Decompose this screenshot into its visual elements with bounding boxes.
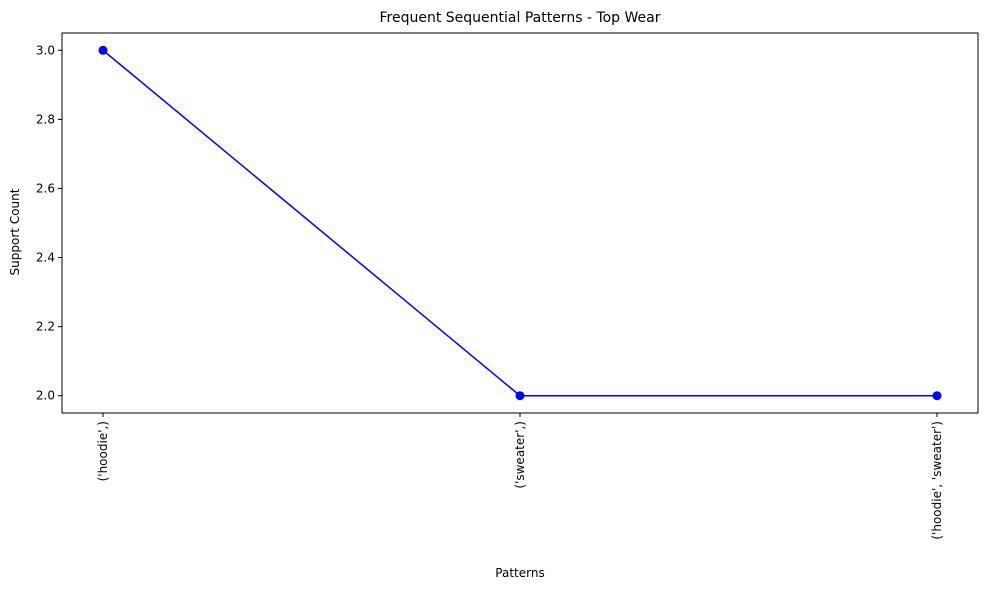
series-layer — [98, 45, 942, 401]
y-tick-label: 2.4 — [36, 251, 55, 265]
series-line — [102, 49, 937, 397]
y-tick-label: 2.6 — [36, 181, 55, 195]
y-tick-label: 3.0 — [36, 43, 55, 57]
plot-area-frame — [61, 32, 979, 414]
x-tick-label: ('sweater',) — [513, 421, 527, 489]
y-tick-label: 2.8 — [36, 112, 55, 126]
x-tick-label: ('hoodie', 'sweater') — [930, 421, 944, 540]
y-tick-label: 2.2 — [36, 320, 55, 334]
y-axis-ticks: 2.0 2.2 2.4 2.6 2.8 3.0 — [36, 43, 62, 403]
x-axis-title: Patterns — [495, 566, 544, 580]
chart-title: Frequent Sequential Patterns - Top Wear — [380, 10, 661, 26]
y-tick-label: 2.0 — [36, 389, 55, 403]
y-axis-title: Support Count — [8, 188, 22, 275]
data-point — [515, 391, 525, 401]
data-point — [932, 391, 942, 401]
data-point — [98, 45, 108, 55]
x-tick-label: ('hoodie',) — [96, 421, 110, 481]
x-axis-ticks: ('hoodie',) ('sweater',) ('hoodie', 'sweat… — [96, 413, 944, 540]
